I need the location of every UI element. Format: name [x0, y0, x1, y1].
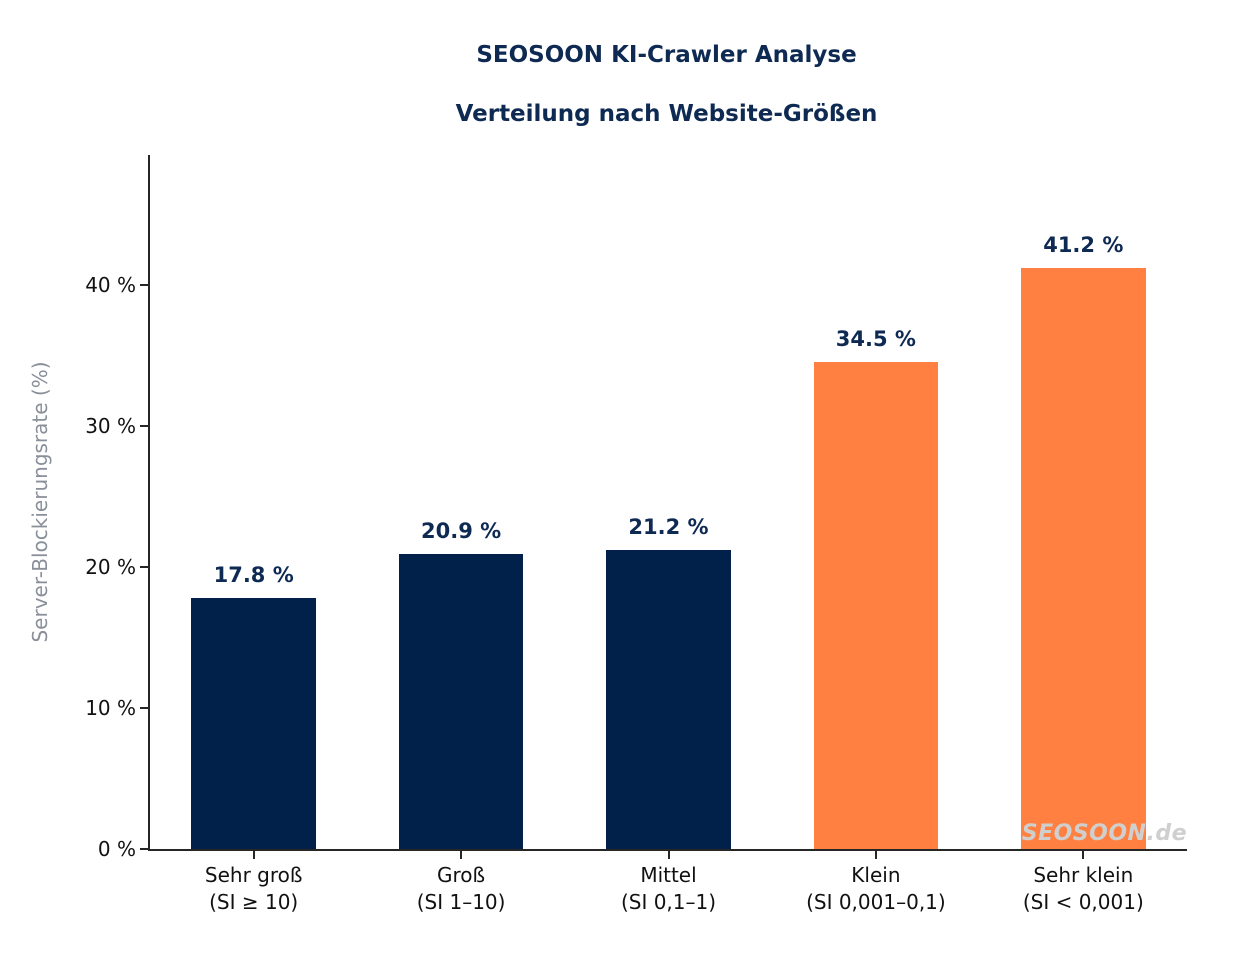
x-tick-label: Klein (SI 0,001–0,1): [806, 862, 946, 916]
bar: [813, 362, 939, 849]
category-label: Groß: [437, 863, 486, 887]
x-tick-label: Mittel (SI 0,1–1): [621, 862, 716, 916]
y-tick-label: 40 %: [85, 272, 136, 297]
y-tick-label: 20 %: [85, 554, 136, 579]
bar: [1021, 267, 1146, 849]
y-tick-mark: [140, 565, 148, 568]
bar: [398, 554, 524, 849]
x-tick-mark: [460, 851, 463, 859]
bar-value-label: 34.5 %: [835, 327, 916, 352]
y-tick-label: 0 %: [97, 837, 136, 861]
category-label: Sehr klein: [1033, 863, 1134, 887]
x-tick-mark: [1082, 851, 1085, 859]
category-sublabel: (SI 1–10): [416, 890, 506, 914]
y-tick-mark: [140, 706, 148, 709]
y-axis-label: Server-Blockierungsrate (%): [28, 361, 52, 643]
category-label: Sehr groß: [204, 863, 303, 887]
x-tick-label: Sehr groß (SI ≥ 10): [205, 862, 303, 916]
x-tick-label: Groß (SI 1–10): [417, 862, 506, 916]
category-sublabel: (SI 0,1–1): [620, 890, 717, 914]
x-tick-label: Sehr klein (SI < 0,001): [1023, 862, 1144, 916]
category-sublabel: (SI 0,001–0,1): [806, 890, 946, 914]
bar: [191, 597, 316, 849]
y-tick-mark: [140, 848, 148, 850]
chart-subtitle: Verteilung nach Website-Größen: [455, 101, 878, 127]
x-tick-mark: [874, 851, 877, 859]
plot-area: 0 % 10 % 20 % 30 % 40 % 17.8 % 20.9 % 21.2 % 34…: [85, 155, 1187, 914]
x-tick-mark: [252, 851, 255, 859]
bar-value-label: 41.2 %: [1043, 232, 1124, 257]
category-label: Klein: [851, 863, 901, 887]
y-tick-label: 30 %: [85, 413, 136, 438]
y-tick-mark: [140, 283, 148, 286]
x-tick-mark: [667, 851, 670, 859]
bar-value-label: 21.2 %: [628, 514, 709, 539]
y-tick-label: 10 %: [85, 695, 136, 720]
bar-value-label: 20.9 %: [421, 519, 502, 544]
category-label: Mittel: [640, 863, 697, 887]
category-sublabel: (SI < 0,001): [1022, 890, 1144, 914]
bar: [606, 549, 731, 849]
y-tick-mark: [140, 424, 148, 427]
category-sublabel: (SI ≥ 10): [209, 890, 299, 914]
watermark: SEOSOON.de: [1021, 821, 1187, 846]
chart-title: SEOSOON KI-Crawler Analyse: [476, 42, 857, 68]
bar-value-label: 17.8 %: [213, 562, 294, 587]
